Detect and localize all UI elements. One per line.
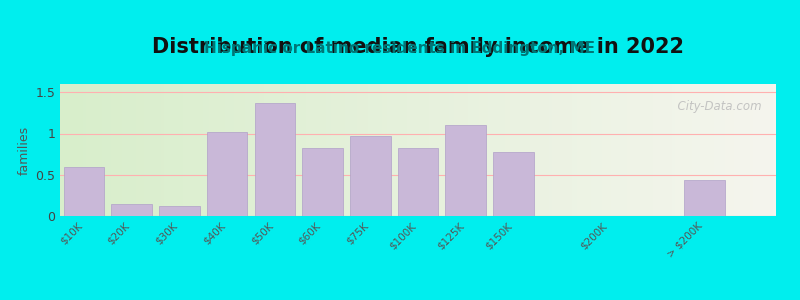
Bar (684, 180, 725, 216)
Bar (206, 132, 247, 216)
Bar (350, 136, 390, 216)
Title: Distribution of median family income in 2022: Distribution of median family income in … (152, 38, 684, 57)
Text: Hispanic or Latino residents in Eddington, ME: Hispanic or Latino residents in Eddingto… (205, 40, 595, 56)
Bar (111, 204, 152, 216)
Text: City-Data.com: City-Data.com (670, 100, 762, 113)
Bar (159, 206, 200, 216)
Bar (254, 103, 295, 216)
Bar (446, 125, 486, 216)
Bar (63, 167, 104, 216)
Bar (302, 148, 343, 216)
Bar (493, 152, 534, 216)
Y-axis label: families: families (18, 125, 31, 175)
Bar (398, 148, 438, 216)
